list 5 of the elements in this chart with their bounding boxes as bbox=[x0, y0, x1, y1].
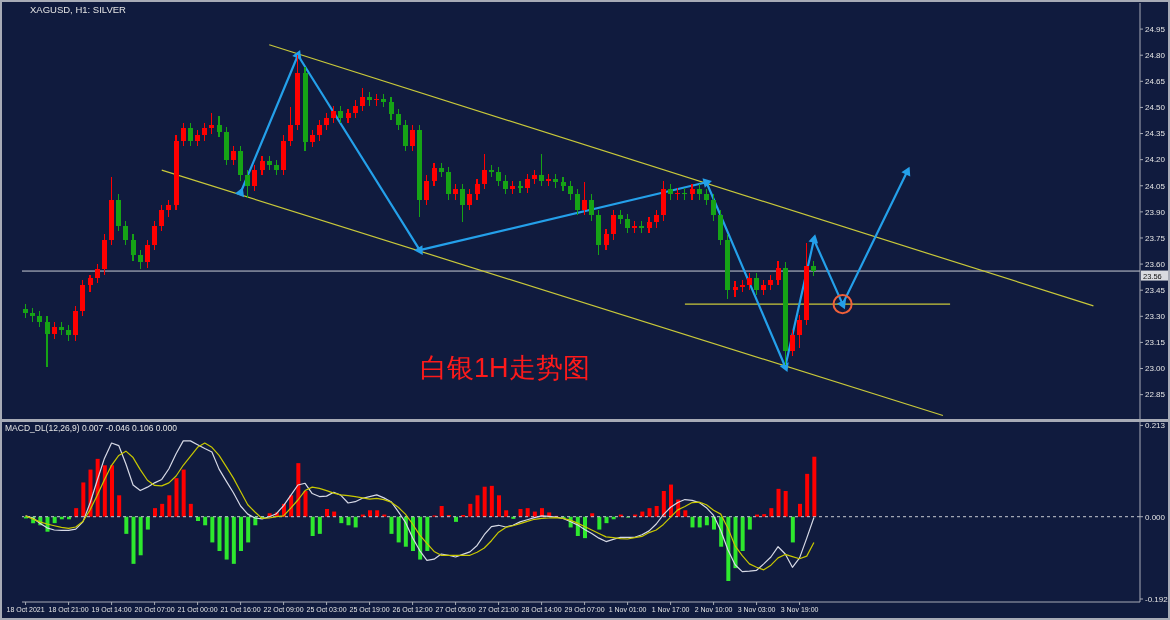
y-tick-label: 0.213 bbox=[1145, 421, 1166, 431]
y-tick-label: 22.85 bbox=[1145, 390, 1166, 400]
chart-title: MACD_DL(12,26,9) 0.007 -0.046 0.106 0.000 bbox=[5, 423, 178, 434]
y-tick-label: 0.000 bbox=[1145, 512, 1166, 522]
y-tick-label: -0.192 bbox=[1145, 594, 1169, 604]
